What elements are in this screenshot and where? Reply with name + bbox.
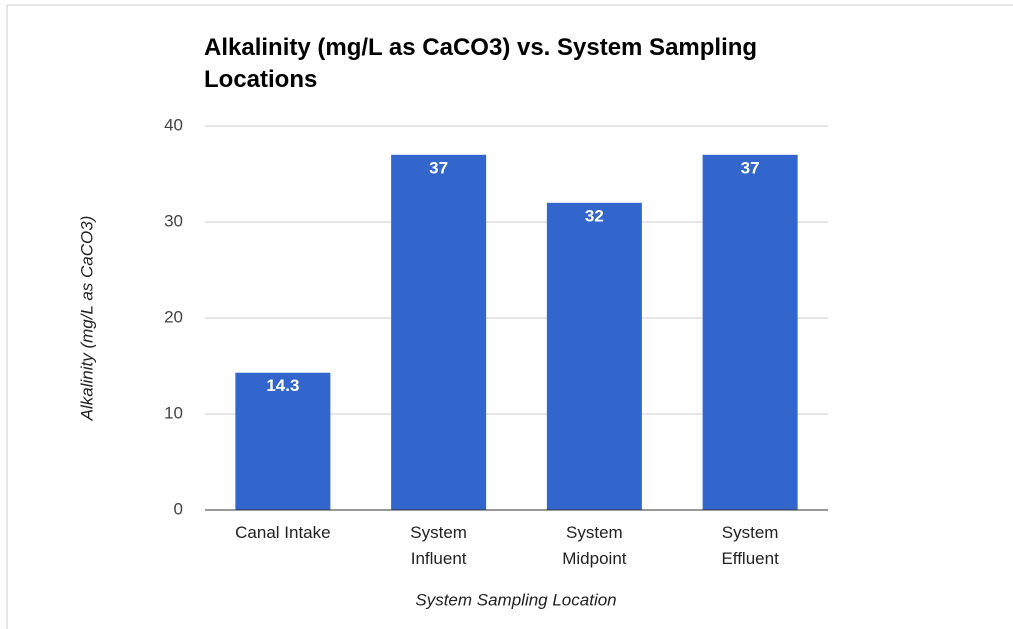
y-axis-title: Alkalinity (mg/L as CaCO3) (77, 216, 96, 422)
y-tick-label: 0 (174, 499, 183, 518)
y-tick-label: 10 (164, 403, 183, 422)
y-tick-label: 40 (164, 115, 183, 134)
x-tick-label: Canal Intake (235, 523, 331, 542)
x-axis-title: System Sampling Location (415, 590, 616, 609)
value-label: 37 (741, 158, 760, 177)
x-tick-label: System Influent (410, 523, 467, 568)
value-label: 37 (429, 158, 448, 177)
value-label: 32 (585, 206, 604, 225)
value-label: 14.3 (266, 376, 299, 395)
bar (391, 154, 487, 511)
bar (235, 372, 331, 510)
x-tick-label: System Effluent (721, 523, 779, 568)
y-tick-label: 30 (164, 211, 183, 230)
y-tick-label: 20 (164, 307, 183, 326)
x-tick-label: System Midpoint (562, 523, 627, 568)
bar (546, 202, 642, 511)
chart-title: Alkalinity (mg/L as CaCO3) vs. System Sa… (204, 34, 758, 93)
bar (702, 154, 798, 511)
